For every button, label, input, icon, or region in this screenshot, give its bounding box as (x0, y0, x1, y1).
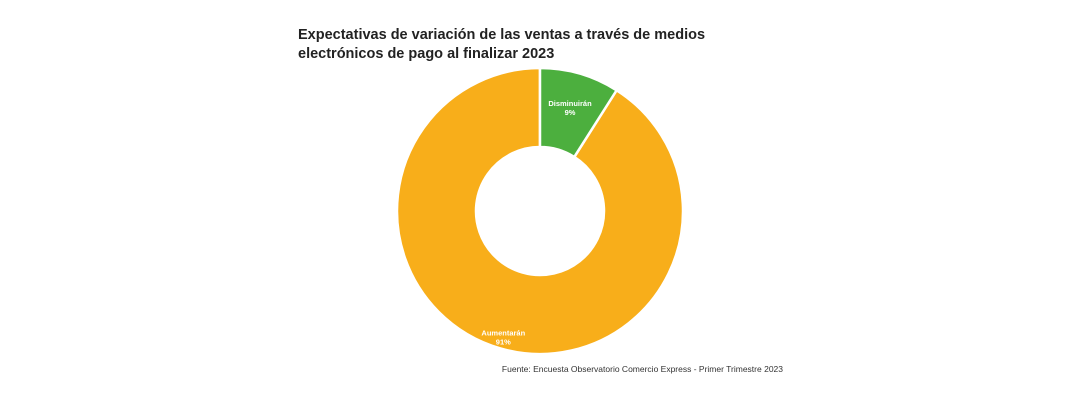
chart-title: Expectativas de variación de las ventas … (298, 27, 706, 62)
slice-label-0: Aumentarán 91% (481, 328, 525, 346)
slice-aumentaran[interactable] (395, 66, 685, 356)
source-note: Fuente: Encuesta Observatorio Comercio E… (501, 364, 783, 374)
slice-disminuiran[interactable] (538, 66, 619, 159)
slice-label-1: Disminuirán 9% (548, 99, 592, 117)
